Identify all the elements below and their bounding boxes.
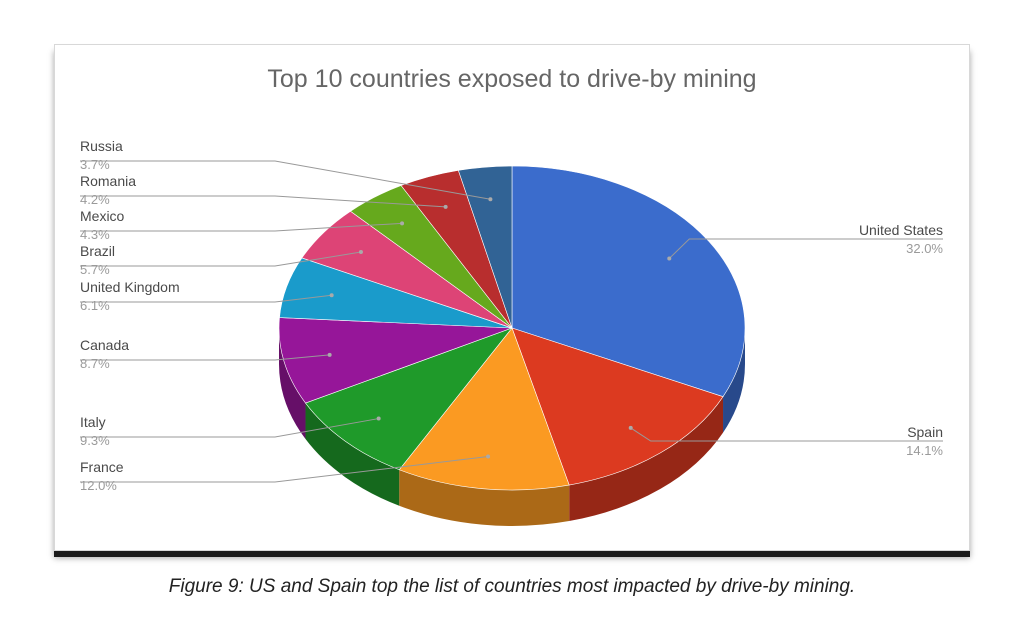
leader-dot-mexico <box>400 221 405 226</box>
leader-dot-united-kingdom <box>329 293 334 298</box>
leader-line-spain <box>630 427 943 442</box>
slice-label-mexico: Mexico <box>80 208 125 224</box>
leader-line-brazil <box>80 251 362 267</box>
slice-label-italy: Italy <box>80 414 106 430</box>
slice-value-spain: 14.1% <box>906 443 943 458</box>
pie-slice-russia <box>457 165 513 329</box>
chart-frame: Top 10 countries exposed to drive-by min… <box>54 44 970 551</box>
slice-label-spain: Spain <box>907 424 943 440</box>
slice-value-italy: 9.3% <box>80 433 110 448</box>
leader-line-romania <box>80 195 446 208</box>
slice-value-united-states: 32.0% <box>906 241 943 256</box>
chart-title: Top 10 countries exposed to drive-by min… <box>267 65 757 93</box>
pie-slice-spain <box>511 327 724 486</box>
leader-line-united-states <box>668 238 943 259</box>
slice-value-brazil: 5.7% <box>80 262 110 277</box>
pie-chart: United States 32.0% Spain 14.1% France 12.0% I… <box>80 138 943 526</box>
pie-slice-united-states <box>511 165 746 398</box>
slice-value-france: 12.0% <box>80 478 117 493</box>
leader-line-italy <box>80 418 379 438</box>
slice-value-mexico: 4.3% <box>80 227 110 242</box>
pie-side-canada <box>279 328 306 440</box>
leader-dot-canada <box>327 352 332 357</box>
leader-dot-russia <box>488 197 493 202</box>
leader-dot-united-states <box>667 256 672 261</box>
slice-label-canada: Canada <box>80 337 129 353</box>
slice-label-united-kingdom: United Kingdom <box>80 279 180 295</box>
leader-line-mexico <box>80 222 403 232</box>
pie-side-france <box>399 469 570 526</box>
slice-label-france: France <box>80 459 124 475</box>
slice-value-romania: 4.2% <box>80 192 110 207</box>
leader-line-france <box>80 456 489 483</box>
leader-dot-romania <box>443 204 448 209</box>
pie-side-spain <box>569 396 724 522</box>
leader-line-russia <box>80 160 491 200</box>
slice-label-united-states: United States <box>859 222 943 238</box>
leader-dot-spain <box>628 425 633 430</box>
slice-value-united-kingdom: 6.1% <box>80 298 110 313</box>
leader-line-united-kingdom <box>80 294 332 303</box>
leader-dot-italy <box>376 416 381 421</box>
slice-label-romania: Romania <box>80 173 136 189</box>
pie-slice-canada <box>278 317 513 404</box>
slice-value-canada: 8.7% <box>80 356 110 371</box>
slice-label-russia: Russia <box>80 138 123 154</box>
leader-dot-brazil <box>358 250 363 255</box>
leader-line-canada <box>80 354 330 361</box>
figure-caption: Figure 9: US and Spain top the list of c… <box>168 576 856 597</box>
slice-label-brazil: Brazil <box>80 243 115 259</box>
slice-value-russia: 3.7% <box>80 157 110 172</box>
leader-dot-france <box>486 454 491 459</box>
pie-side-united-states <box>723 328 745 433</box>
pie-slice-france <box>398 327 570 491</box>
